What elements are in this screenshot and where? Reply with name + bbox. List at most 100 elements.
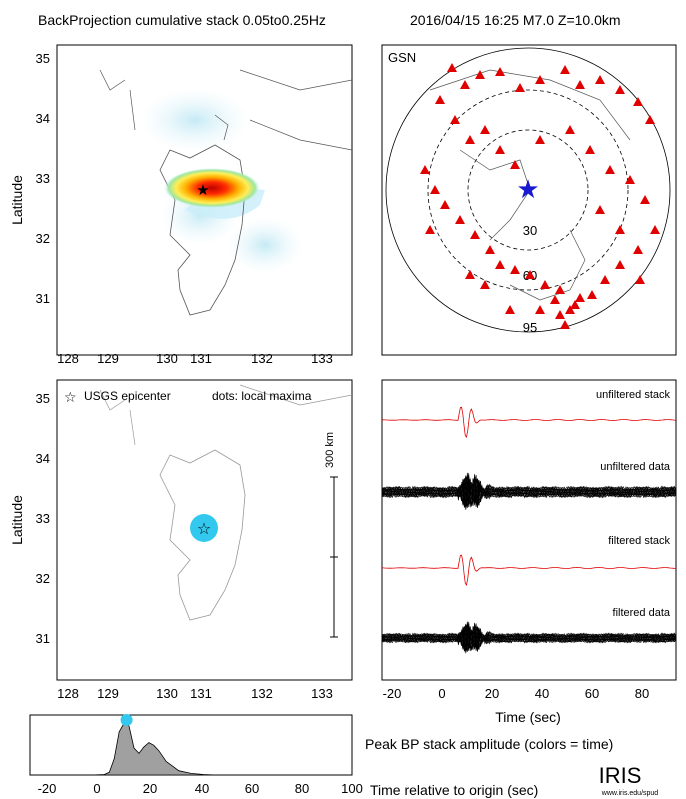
peak-xlabel: Time relative to origin (sec) bbox=[370, 782, 538, 798]
station-marker bbox=[555, 310, 565, 319]
station-marker bbox=[595, 205, 605, 214]
peak-tick: 100 bbox=[341, 781, 363, 796]
station-marker bbox=[475, 70, 485, 79]
station-marker bbox=[635, 275, 645, 284]
station-marker bbox=[560, 320, 570, 329]
backprojection-map: ★ 35 34 33 32 31 128 129 130 131 132 133… bbox=[9, 44, 353, 366]
time-tick: 80 bbox=[635, 686, 649, 701]
peak-tick: 0 bbox=[93, 781, 100, 796]
station-marker bbox=[470, 230, 480, 239]
trace-label: unfiltered stack bbox=[596, 389, 670, 401]
time-tick: 40 bbox=[535, 686, 549, 701]
station-marker bbox=[525, 270, 535, 279]
station-marker bbox=[480, 125, 490, 134]
time-tick: 20 bbox=[485, 686, 499, 701]
lat-tick: 31 bbox=[36, 291, 50, 306]
data-trace bbox=[381, 626, 677, 652]
station-marker bbox=[560, 65, 570, 74]
station-marker bbox=[595, 75, 605, 84]
station-marker bbox=[640, 195, 650, 204]
legend-dots: dots: local maxima bbox=[212, 389, 312, 403]
lon-tick: 128 bbox=[57, 351, 79, 366]
station-marker bbox=[565, 305, 575, 314]
lon-tick: 128 bbox=[57, 686, 79, 701]
station-marker bbox=[587, 290, 597, 299]
time-tick: 0 bbox=[438, 686, 445, 701]
station-marker bbox=[420, 165, 430, 174]
epicenter-star-icon: ★ bbox=[516, 174, 539, 204]
lat-tick: 33 bbox=[36, 171, 50, 186]
peak-tick: 20 bbox=[143, 781, 157, 796]
iris-url: www.iris.edu/spud bbox=[601, 790, 659, 797]
lon-tick: 130 bbox=[156, 686, 178, 701]
peak-marker bbox=[120, 714, 133, 726]
legend-epicenter: USGS epicenter bbox=[84, 389, 171, 403]
station-marker bbox=[585, 145, 595, 154]
station-marker bbox=[450, 115, 460, 124]
local-maximum-dot bbox=[190, 514, 218, 542]
trace-layer bbox=[381, 406, 677, 654]
lat-tick: 35 bbox=[36, 51, 50, 66]
station-marker bbox=[650, 225, 660, 234]
lon-tick: 132 bbox=[251, 686, 273, 701]
lat-tick: 35 bbox=[36, 391, 50, 406]
station-marker bbox=[625, 175, 635, 184]
station-marker bbox=[575, 80, 585, 89]
lon-tick: 129 bbox=[97, 351, 119, 366]
local-maxima-map: ☆ USGS epicenter dots: local maxima ☆ 30… bbox=[9, 379, 353, 701]
station-marker bbox=[565, 125, 575, 134]
lon-tick: 133 bbox=[311, 351, 333, 366]
station-marker bbox=[460, 80, 470, 89]
station-marker bbox=[510, 265, 520, 274]
plot-title: BackProjection cumulative stack 0.05to0.… bbox=[38, 12, 326, 28]
lon-tick: 133 bbox=[311, 686, 333, 701]
station-marker bbox=[605, 165, 615, 174]
station-marker bbox=[575, 293, 585, 302]
lon-tick: 129 bbox=[97, 686, 119, 701]
peak-amplitude-chart: -20 0 20 40 60 80 100 Peak BP stack ampl… bbox=[29, 714, 659, 798]
data-trace bbox=[381, 478, 677, 508]
station-marker bbox=[535, 135, 545, 144]
event-info: 2016/04/15 16:25 M7.0 Z=10.0km bbox=[410, 12, 621, 28]
peak-caption: Peak BP stack amplitude (colors = time) bbox=[365, 736, 613, 752]
station-marker bbox=[505, 305, 515, 314]
station-marker bbox=[485, 245, 495, 254]
stack-trace bbox=[382, 554, 676, 586]
lon-tick: 132 bbox=[251, 351, 273, 366]
data-trace bbox=[381, 474, 677, 509]
time-axis-label: Time (sec) bbox=[495, 709, 561, 725]
station-marker bbox=[465, 270, 475, 279]
lon-tick: 131 bbox=[190, 686, 212, 701]
epicenter-star-icon: ☆ bbox=[197, 521, 211, 538]
station-marker bbox=[645, 115, 655, 124]
station-marker bbox=[455, 215, 465, 224]
station-marker bbox=[440, 200, 450, 209]
trace-label: unfiltered data bbox=[600, 461, 671, 473]
station-marker bbox=[430, 185, 440, 194]
coastline-layer bbox=[99, 69, 352, 316]
peak-tick: -20 bbox=[38, 781, 57, 796]
station-markers bbox=[420, 63, 660, 329]
y-axis-label: Latitude bbox=[9, 495, 25, 545]
station-marker bbox=[535, 75, 545, 84]
energy-hotspot bbox=[164, 168, 260, 208]
station-marker bbox=[435, 95, 445, 104]
lat-tick: 32 bbox=[36, 571, 50, 586]
network-label: GSN bbox=[388, 50, 416, 65]
scale-label: 300 km bbox=[324, 432, 336, 468]
station-marker bbox=[615, 225, 625, 234]
station-marker bbox=[570, 300, 580, 309]
station-marker bbox=[515, 83, 525, 92]
station-marker bbox=[495, 260, 505, 269]
iris-logo: IRIS bbox=[599, 763, 642, 788]
lat-tick: 31 bbox=[36, 631, 50, 646]
station-marker bbox=[495, 67, 505, 76]
lat-tick: 33 bbox=[36, 511, 50, 526]
seismogram-panel: unfiltered stack unfiltered data filtere… bbox=[381, 379, 677, 725]
y-axis-label: Latitude bbox=[9, 175, 25, 225]
station-marker bbox=[480, 280, 490, 289]
peak-tick: 60 bbox=[245, 781, 259, 796]
station-marker bbox=[495, 145, 505, 154]
station-marker bbox=[633, 245, 643, 254]
data-trace bbox=[381, 623, 677, 652]
